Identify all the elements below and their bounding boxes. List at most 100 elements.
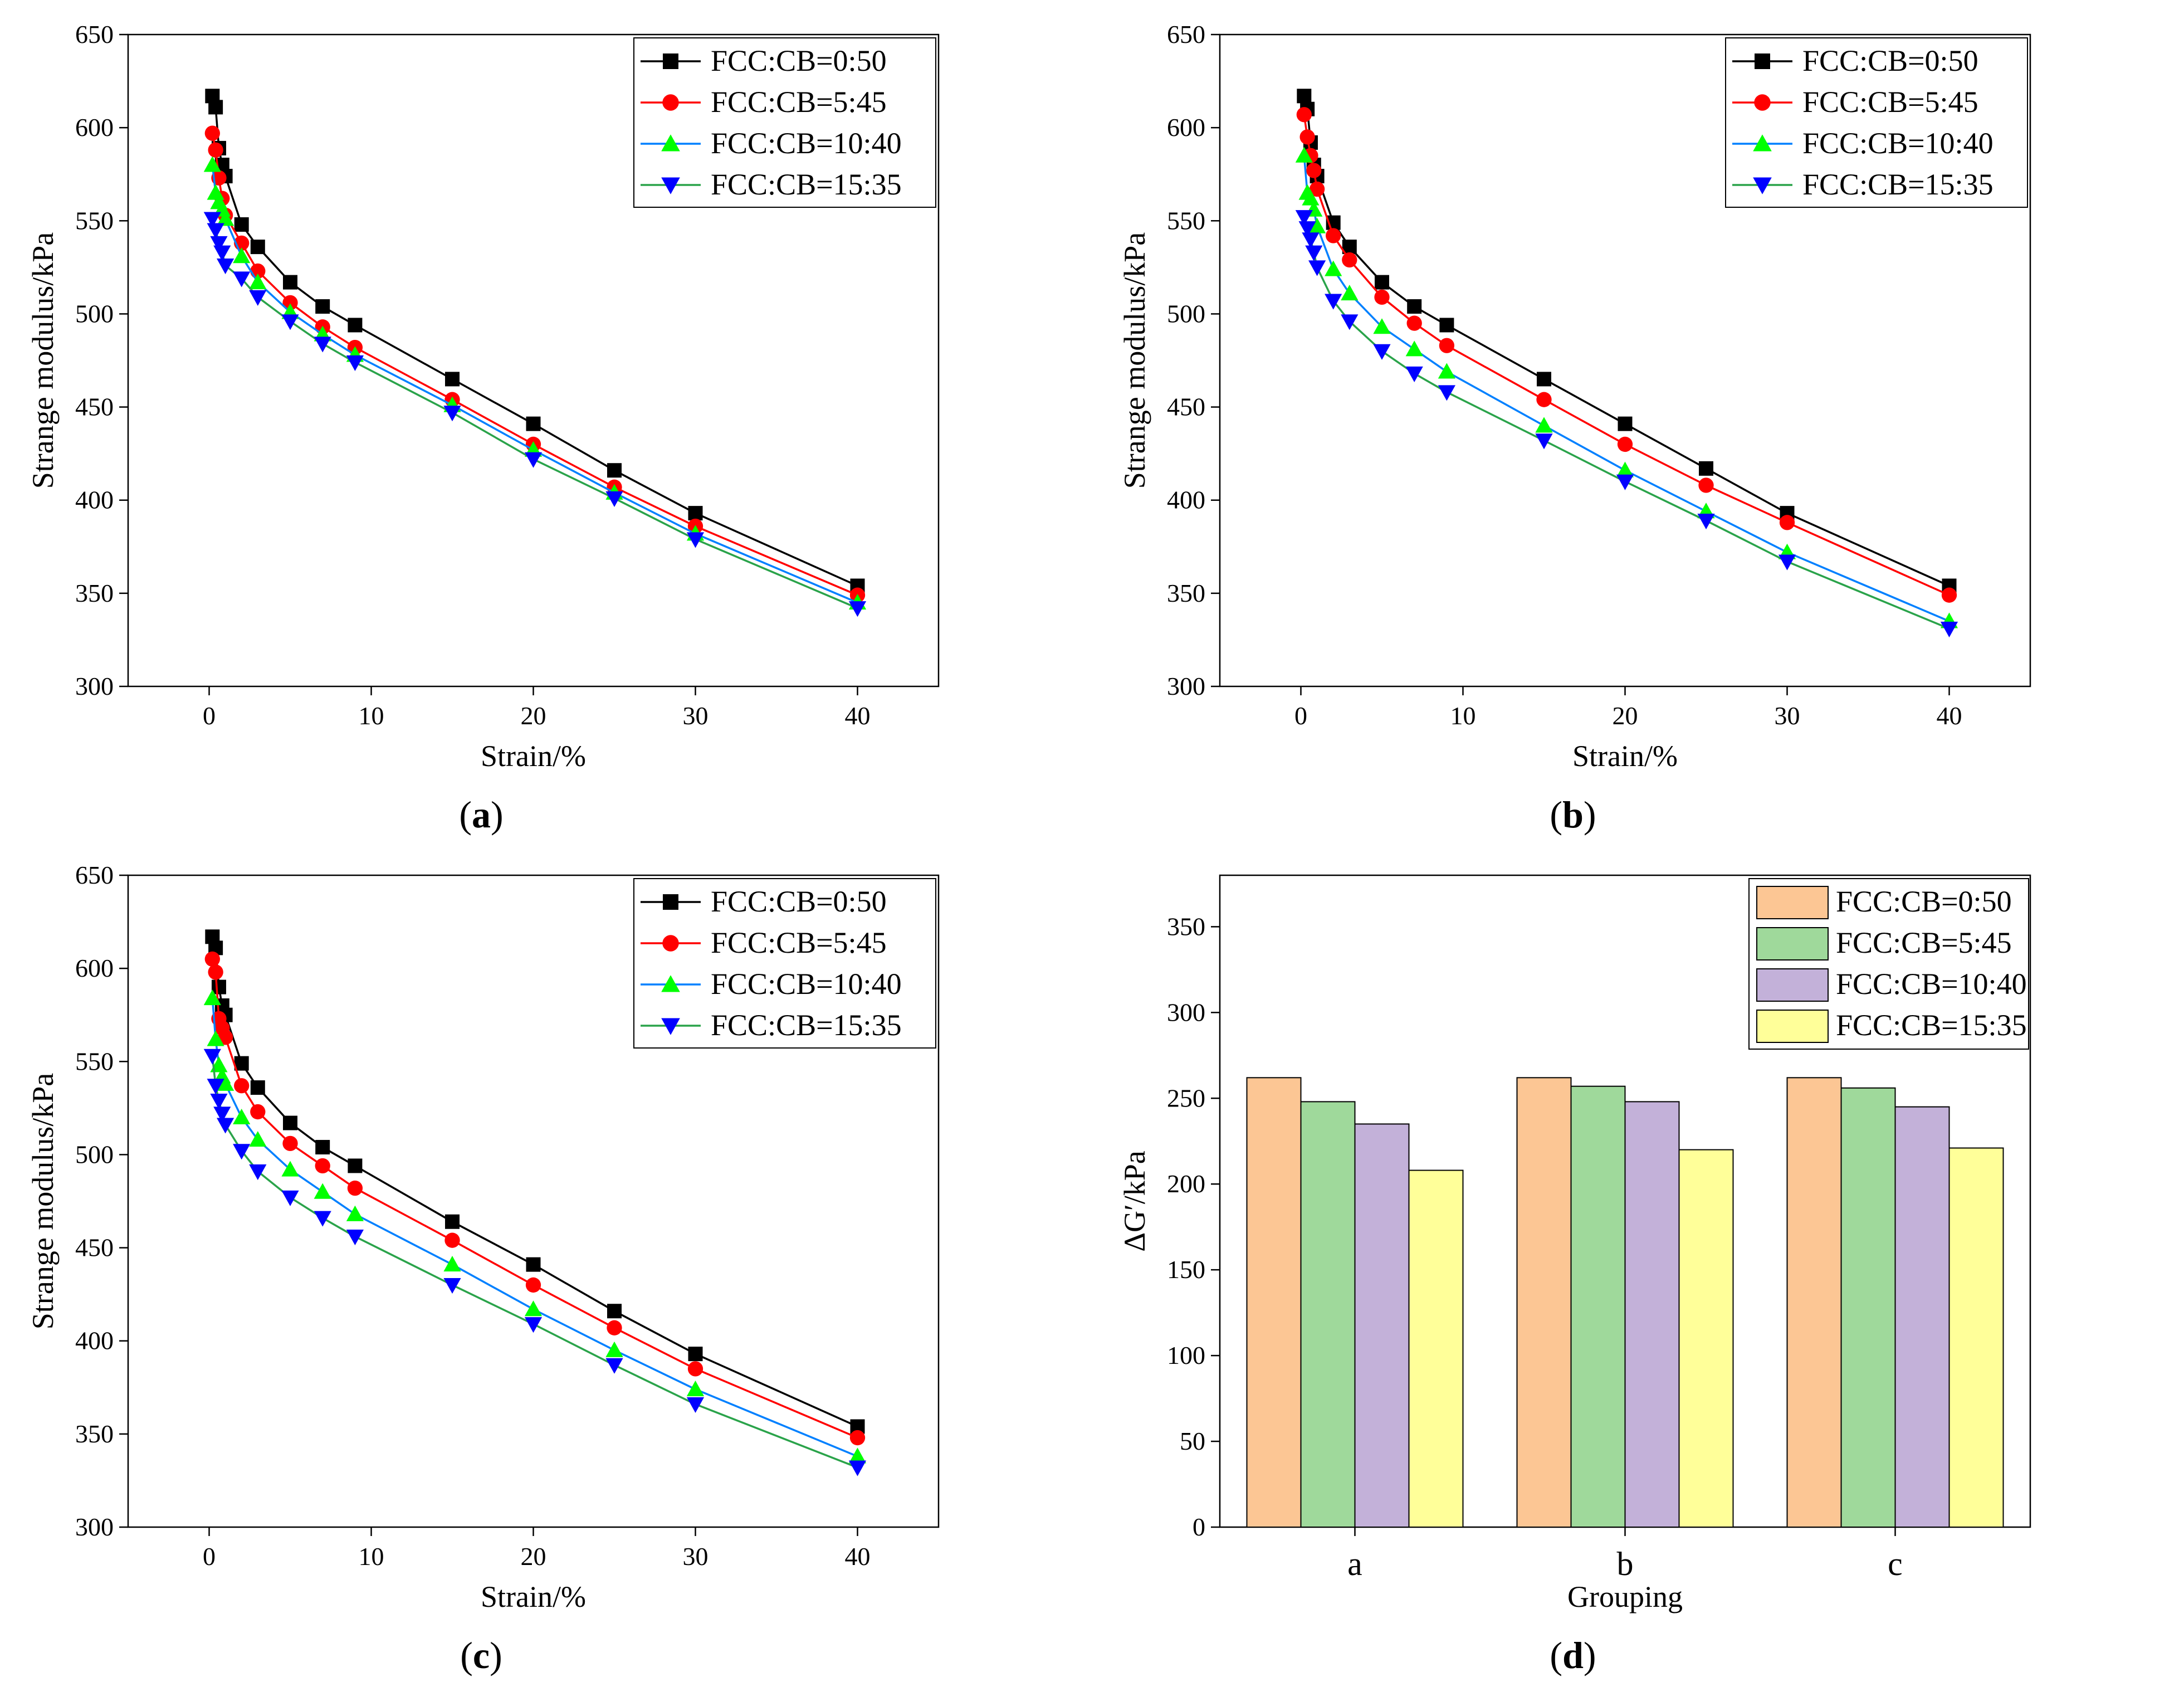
panel-caption: (d) [1550, 1634, 1596, 1676]
legend-label: FCC:CB=15:35 [711, 168, 902, 201]
bar [1948, 1147, 2004, 1528]
y-tick-label: 300 [1167, 998, 1205, 1026]
data-point [249, 274, 267, 290]
data-point [1406, 315, 1422, 331]
legend-marker [663, 53, 678, 69]
y-tick-label: 0 [1193, 1513, 1205, 1541]
legend-swatch [1756, 886, 1829, 919]
series-4 [203, 1049, 867, 1476]
x-tick-label: 30 [1775, 701, 1800, 730]
x-tick-label: 20 [521, 1542, 546, 1571]
data-point [524, 1317, 543, 1333]
data-point [234, 217, 249, 232]
data-point [1439, 338, 1455, 353]
data-point [348, 318, 363, 333]
data-point [217, 1030, 233, 1045]
series-4 [1295, 210, 1958, 637]
bar [1786, 1077, 1842, 1528]
y-tick-label: 450 [75, 1234, 114, 1262]
data-point [525, 1277, 541, 1293]
data-point [204, 951, 220, 967]
data-point [217, 259, 234, 275]
data-point [1537, 372, 1551, 387]
data-point [208, 964, 223, 980]
y-tick-label: 200 [1167, 1169, 1205, 1198]
data-point [443, 406, 461, 422]
y-tick-label: 150 [1167, 1255, 1205, 1284]
legend: FCC:CB=0:50 FCC:CB=5:45 FCC:CB=10:40 FCC:CB… [633, 37, 936, 208]
legend-box [633, 878, 936, 1049]
data-point [1302, 189, 1320, 206]
panel-caption: (c) [460, 1634, 502, 1676]
caption-paren-open: ( [1550, 1634, 1562, 1676]
legend-label: FCC:CB=10:40 [711, 967, 902, 1001]
data-point [1308, 260, 1326, 276]
data-point [314, 1183, 331, 1199]
x-tick-label: 10 [359, 701, 384, 730]
data-point [1438, 363, 1455, 379]
data-point [1535, 433, 1553, 450]
data-point [849, 1430, 866, 1446]
legend: FCC:CB=0:50 FCC:CB=5:45 FCC:CB=10:40 FCC:CB… [633, 878, 936, 1049]
x-tick-label: 30 [683, 701, 709, 730]
legend-swatch [1756, 927, 1829, 961]
data-point [217, 1118, 234, 1134]
data-point [314, 337, 331, 353]
bar [1516, 1077, 1572, 1528]
data-point [1616, 461, 1634, 477]
data-point [1697, 514, 1715, 530]
data-point [524, 452, 543, 468]
data-point [687, 1361, 703, 1377]
data-point [233, 271, 251, 287]
legend-label: FCC:CB=0:50 [1802, 44, 1978, 77]
bar [1624, 1101, 1680, 1528]
data-point [607, 1304, 622, 1319]
data-point [1618, 416, 1633, 431]
data-point [234, 1078, 250, 1094]
data-point [1341, 314, 1359, 330]
y-tick-label: 600 [1167, 113, 1205, 142]
y-tick-label: 300 [1167, 672, 1205, 700]
legend-box [1725, 37, 2028, 208]
data-point [1535, 417, 1553, 433]
caption-paren-close: ) [491, 793, 504, 836]
series-3 [203, 989, 867, 1464]
legend-label: FCC:CB=0:50 [711, 44, 887, 77]
data-point [688, 1347, 703, 1362]
data-point [1374, 289, 1390, 305]
caption-paren-open: ( [1550, 793, 1562, 836]
data-point [346, 355, 364, 371]
legend-swatch [1756, 1010, 1829, 1043]
data-point [443, 1278, 461, 1294]
data-point [445, 1214, 460, 1229]
legend-marker [661, 177, 680, 194]
legend-marker [661, 134, 680, 152]
data-point [1299, 129, 1315, 145]
data-point [233, 247, 251, 264]
y-tick-label: 600 [75, 113, 114, 142]
legend-label: FCC:CB=15:35 [1802, 168, 1994, 201]
bar [1408, 1169, 1464, 1528]
data-point [282, 295, 298, 311]
x-tick-label: 0 [203, 701, 216, 730]
y-tick-label: 350 [75, 579, 114, 607]
legend-label: FCC:CB=0:50 [711, 885, 887, 918]
data-point [203, 156, 221, 172]
caption-paren-open: ( [459, 793, 472, 836]
data-point [526, 416, 541, 431]
data-point [607, 1320, 622, 1335]
data-point [203, 989, 221, 1006]
data-point [210, 1094, 228, 1110]
series-line [211, 164, 858, 604]
data-point [605, 1341, 623, 1357]
data-point [234, 1056, 249, 1071]
caption-letter: b [1562, 793, 1584, 836]
x-tick-label: 0 [1294, 701, 1307, 730]
data-point [208, 142, 223, 158]
data-point [1297, 89, 1312, 104]
data-point [686, 1381, 705, 1397]
legend-marker [663, 894, 678, 910]
y-tick-label: 500 [1167, 299, 1205, 328]
y-tick-label: 250 [1167, 1084, 1205, 1112]
